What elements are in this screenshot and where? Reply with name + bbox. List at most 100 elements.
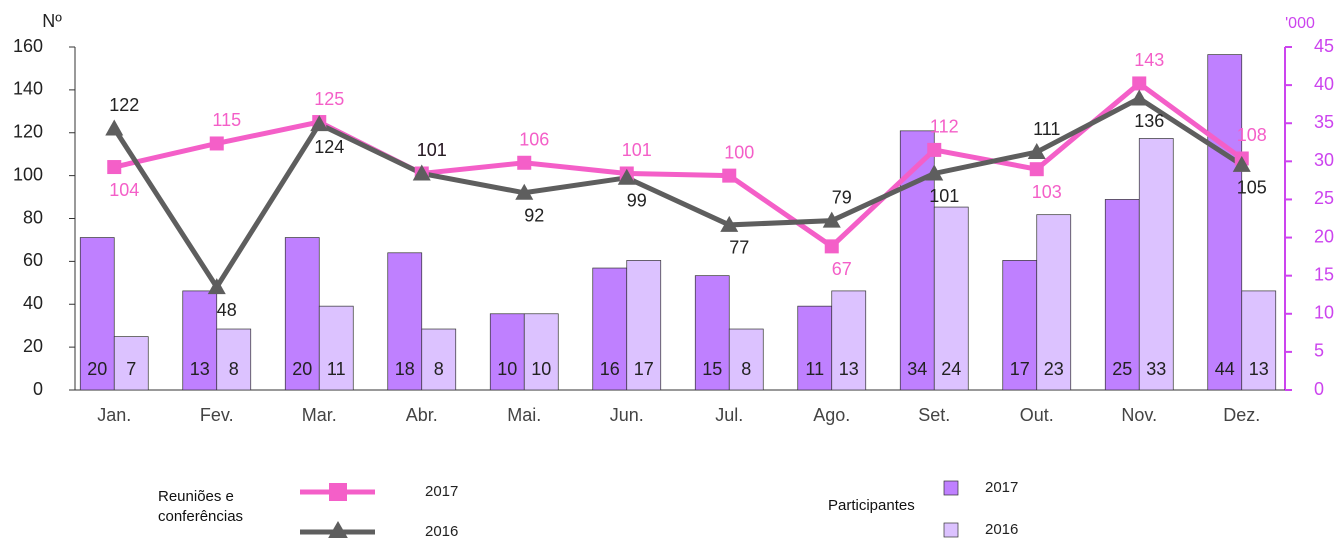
legend-title: Reuniões e conferências	[158, 488, 244, 525]
x-tick-label: Dez.	[1223, 405, 1260, 425]
x-tick-label: Jan.	[97, 405, 131, 425]
line-value-label: 124	[314, 137, 344, 157]
y-tick-label: 160	[13, 36, 43, 56]
bar-value-label: 10	[531, 359, 551, 379]
y-tick-label: 20	[23, 336, 43, 356]
bar-value-label: 20	[292, 359, 312, 379]
marker	[722, 168, 737, 183]
bar	[523, 313, 559, 391]
line-value-label: 48	[217, 300, 237, 320]
line-value-label: 99	[627, 191, 647, 211]
bar	[933, 206, 969, 391]
legend-marker	[329, 483, 347, 501]
y2-tick-label: 30	[1314, 150, 1334, 170]
bar-value-label: 44	[1215, 359, 1235, 379]
bar-value-label: 11	[327, 359, 346, 379]
line-value-label: 108	[1237, 125, 1267, 145]
y2-tick-label: 10	[1314, 303, 1334, 323]
bar-value-label: 33	[1146, 359, 1166, 379]
bar	[387, 252, 423, 391]
legend-swatch	[943, 480, 959, 496]
bar-value-label: 10	[497, 359, 517, 379]
marker	[1130, 89, 1149, 106]
bar	[421, 328, 457, 391]
legend-swatch	[943, 522, 959, 538]
bar	[592, 267, 628, 391]
bar-value-label: 17	[1010, 359, 1030, 379]
line	[113, 80, 1244, 250]
line-value-label: 100	[724, 142, 754, 162]
bar	[797, 305, 833, 391]
bar-value-label: 7	[126, 359, 136, 379]
bar-value-label: 8	[741, 359, 751, 379]
marker	[824, 239, 839, 254]
x-tick-label: Ago.	[813, 405, 850, 425]
bar	[694, 275, 730, 391]
bar-value-label: 20	[87, 359, 107, 379]
marker	[925, 164, 944, 181]
marker	[310, 115, 329, 132]
x-tick-label: Mai.	[507, 405, 541, 425]
bar-value-label: 11	[805, 359, 824, 379]
marker	[822, 211, 841, 228]
bar	[1138, 138, 1174, 391]
bar	[182, 290, 218, 391]
line-value-label: 111	[1033, 119, 1060, 139]
bar-value-label: 13	[839, 359, 859, 379]
marker	[1132, 76, 1147, 91]
line-value-label: 105	[1237, 178, 1267, 198]
marker	[515, 183, 534, 200]
line-value-label: 104	[109, 180, 139, 200]
marker	[207, 278, 226, 295]
marker	[617, 168, 636, 185]
line-value-label: 143	[1134, 50, 1164, 70]
y2-tick-label: 25	[1314, 188, 1334, 208]
bar	[318, 305, 354, 391]
y-tick-label: 80	[23, 207, 43, 227]
bar-value-label: 13	[190, 359, 210, 379]
y2-tick-label: 20	[1314, 226, 1334, 246]
x-tick-label: Out.	[1020, 405, 1054, 425]
line-value-label: 67	[832, 259, 852, 279]
line-value-label: 101	[417, 140, 447, 160]
x-tick-label: Jun.	[610, 405, 644, 425]
bar-value-label: 18	[395, 359, 415, 379]
line	[112, 95, 1244, 292]
bar	[284, 237, 320, 391]
line-value-label: 112	[930, 117, 959, 137]
y-tick-label: 140	[13, 79, 43, 99]
bar	[113, 336, 149, 391]
y-tick-label: 60	[23, 250, 43, 270]
marker	[1029, 162, 1044, 177]
y-tick-label: 100	[13, 164, 43, 184]
legend-label: 2016	[425, 523, 458, 538]
marker	[517, 155, 532, 170]
y-tick-label: 40	[23, 293, 43, 313]
marker	[1232, 155, 1251, 172]
y2-axis-label: '000	[1285, 15, 1315, 32]
bar	[489, 313, 525, 391]
marker	[107, 160, 122, 175]
line-value-label: 103	[1032, 182, 1062, 202]
bar	[1241, 290, 1277, 391]
line-value-label: 92	[524, 206, 544, 226]
x-tick-label: Mar.	[302, 405, 337, 425]
legend-label: 2017	[425, 483, 458, 500]
bar	[1036, 214, 1072, 391]
line-value-label: 136	[1134, 111, 1164, 131]
line-value-label: 101	[622, 140, 652, 160]
marker	[720, 215, 739, 232]
marker	[209, 136, 224, 151]
bar	[216, 328, 252, 391]
y-axis-label: Nº	[42, 11, 62, 31]
line-value-label: 77	[729, 238, 749, 258]
legend-title: Participantes	[828, 497, 915, 514]
y2-tick-label: 5	[1314, 341, 1324, 361]
marker	[927, 142, 942, 157]
x-tick-label: Set.	[918, 405, 950, 425]
x-tick-label: Jul.	[715, 405, 743, 425]
line-value-label: 106	[519, 130, 549, 150]
marker	[105, 119, 124, 136]
